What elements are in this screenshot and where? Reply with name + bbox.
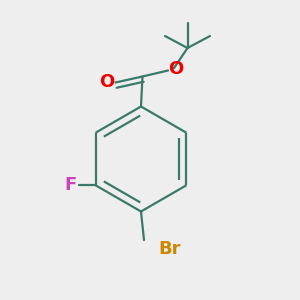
Text: O: O [168,60,183,78]
Text: F: F [64,176,77,194]
Text: Br: Br [158,240,181,258]
Text: O: O [100,73,115,91]
